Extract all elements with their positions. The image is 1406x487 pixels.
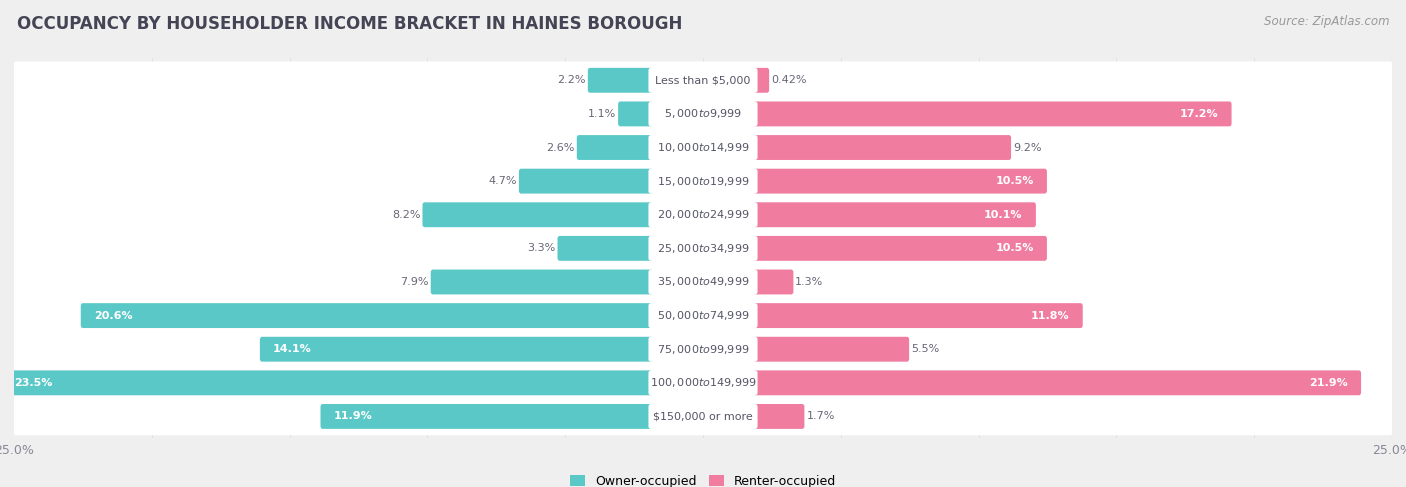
FancyBboxPatch shape: [260, 337, 652, 362]
FancyBboxPatch shape: [754, 303, 1083, 328]
FancyBboxPatch shape: [619, 101, 652, 126]
Text: 0.42%: 0.42%: [770, 75, 807, 85]
Text: 7.9%: 7.9%: [401, 277, 429, 287]
FancyBboxPatch shape: [13, 330, 1393, 368]
Text: 2.6%: 2.6%: [547, 143, 575, 152]
Text: 3.3%: 3.3%: [527, 244, 555, 253]
FancyBboxPatch shape: [648, 135, 758, 160]
Text: 4.7%: 4.7%: [488, 176, 517, 186]
FancyBboxPatch shape: [13, 95, 1393, 133]
Text: 5.5%: 5.5%: [911, 344, 939, 354]
FancyBboxPatch shape: [754, 68, 769, 93]
FancyBboxPatch shape: [754, 404, 804, 429]
Text: $150,000 or more: $150,000 or more: [654, 412, 752, 421]
Text: $10,000 to $14,999: $10,000 to $14,999: [657, 141, 749, 154]
FancyBboxPatch shape: [754, 337, 910, 362]
Text: $20,000 to $24,999: $20,000 to $24,999: [657, 208, 749, 221]
FancyBboxPatch shape: [648, 337, 758, 362]
FancyBboxPatch shape: [13, 196, 1393, 234]
Text: Source: ZipAtlas.com: Source: ZipAtlas.com: [1264, 15, 1389, 28]
FancyBboxPatch shape: [321, 404, 652, 429]
FancyBboxPatch shape: [588, 68, 652, 93]
FancyBboxPatch shape: [648, 303, 758, 328]
FancyBboxPatch shape: [80, 303, 652, 328]
FancyBboxPatch shape: [648, 68, 758, 93]
FancyBboxPatch shape: [754, 101, 1232, 126]
Text: 11.9%: 11.9%: [333, 412, 373, 421]
Text: $25,000 to $34,999: $25,000 to $34,999: [657, 242, 749, 255]
Text: 10.1%: 10.1%: [984, 210, 1022, 220]
FancyBboxPatch shape: [13, 129, 1393, 167]
FancyBboxPatch shape: [430, 269, 652, 295]
Text: Less than $5,000: Less than $5,000: [655, 75, 751, 85]
Text: $15,000 to $19,999: $15,000 to $19,999: [657, 175, 749, 187]
FancyBboxPatch shape: [576, 135, 652, 160]
Text: $100,000 to $149,999: $100,000 to $149,999: [650, 376, 756, 389]
FancyBboxPatch shape: [13, 162, 1393, 200]
FancyBboxPatch shape: [13, 297, 1393, 335]
FancyBboxPatch shape: [1, 371, 652, 395]
FancyBboxPatch shape: [519, 169, 652, 193]
FancyBboxPatch shape: [13, 61, 1393, 99]
FancyBboxPatch shape: [754, 236, 1047, 261]
Legend: Owner-occupied, Renter-occupied: Owner-occupied, Renter-occupied: [565, 470, 841, 487]
FancyBboxPatch shape: [648, 404, 758, 429]
Text: 1.1%: 1.1%: [588, 109, 616, 119]
Text: $35,000 to $49,999: $35,000 to $49,999: [657, 276, 749, 288]
Text: 8.2%: 8.2%: [392, 210, 420, 220]
FancyBboxPatch shape: [648, 169, 758, 193]
Text: 1.7%: 1.7%: [807, 412, 835, 421]
Text: 23.5%: 23.5%: [14, 378, 52, 388]
Text: 2.2%: 2.2%: [557, 75, 586, 85]
FancyBboxPatch shape: [754, 269, 793, 295]
FancyBboxPatch shape: [754, 169, 1047, 193]
Text: 9.2%: 9.2%: [1012, 143, 1042, 152]
Text: $75,000 to $99,999: $75,000 to $99,999: [657, 343, 749, 356]
FancyBboxPatch shape: [754, 371, 1361, 395]
FancyBboxPatch shape: [422, 202, 652, 227]
FancyBboxPatch shape: [13, 263, 1393, 301]
Text: 14.1%: 14.1%: [273, 344, 312, 354]
FancyBboxPatch shape: [754, 135, 1011, 160]
Text: $5,000 to $9,999: $5,000 to $9,999: [664, 108, 742, 120]
Text: 10.5%: 10.5%: [995, 244, 1033, 253]
Text: OCCUPANCY BY HOUSEHOLDER INCOME BRACKET IN HAINES BOROUGH: OCCUPANCY BY HOUSEHOLDER INCOME BRACKET …: [17, 15, 682, 33]
Text: 1.3%: 1.3%: [796, 277, 824, 287]
Text: $50,000 to $74,999: $50,000 to $74,999: [657, 309, 749, 322]
Text: 20.6%: 20.6%: [94, 311, 132, 320]
Text: 10.5%: 10.5%: [995, 176, 1033, 186]
FancyBboxPatch shape: [648, 269, 758, 295]
FancyBboxPatch shape: [13, 364, 1393, 402]
FancyBboxPatch shape: [754, 202, 1036, 227]
FancyBboxPatch shape: [648, 236, 758, 261]
Text: 21.9%: 21.9%: [1309, 378, 1348, 388]
FancyBboxPatch shape: [648, 202, 758, 227]
Text: 17.2%: 17.2%: [1180, 109, 1219, 119]
Text: 11.8%: 11.8%: [1031, 311, 1070, 320]
FancyBboxPatch shape: [13, 229, 1393, 267]
FancyBboxPatch shape: [13, 397, 1393, 435]
FancyBboxPatch shape: [558, 236, 652, 261]
FancyBboxPatch shape: [648, 371, 758, 395]
FancyBboxPatch shape: [648, 101, 758, 126]
